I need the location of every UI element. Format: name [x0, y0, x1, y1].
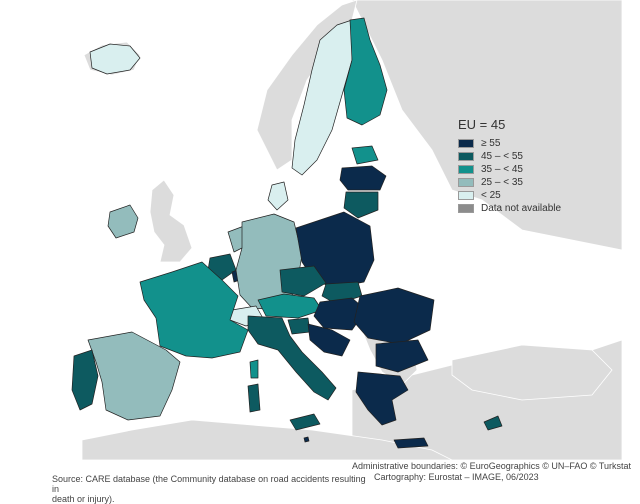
- country-spain: [87, 331, 181, 421]
- legend-swatch: [458, 152, 474, 161]
- country-sardinia: [247, 383, 261, 413]
- legend-label: < 25: [481, 190, 501, 201]
- legend-item-lt-25: < 25: [458, 189, 598, 202]
- legend-swatch: [458, 178, 474, 187]
- country-sweden: [291, 19, 353, 176]
- country-portugal: [71, 349, 99, 411]
- europe-map: [71, 0, 622, 460]
- legend-swatch: [458, 204, 474, 213]
- legend-label: 35 – < 45: [481, 164, 523, 175]
- country-romania: [353, 287, 435, 345]
- country-estonia: [351, 145, 379, 165]
- country-croatia: [307, 323, 351, 357]
- country-latvia: [339, 165, 387, 191]
- legend-item-ge-55: ≥ 55: [458, 137, 598, 150]
- country-ireland: [107, 204, 139, 239]
- country-denmark: [267, 181, 289, 211]
- country-iceland: [89, 43, 141, 75]
- country-sicily: [289, 413, 321, 431]
- landmass-uk: [149, 179, 193, 263]
- legend-item-25-35: 25 – < 35: [458, 176, 598, 189]
- country-slovenia: [287, 317, 311, 335]
- legend-item-35-45: 35 – < 45: [458, 163, 598, 176]
- country-corsica: [249, 359, 259, 379]
- legend-swatch: [458, 165, 474, 174]
- legend-swatch: [458, 191, 474, 200]
- legend-title: EU = 45: [458, 117, 506, 132]
- country-cyprus: [483, 415, 503, 431]
- map-credits: Administrative boundaries: © EuroGeograp…: [352, 461, 632, 483]
- legend-label: 45 – < 55: [481, 151, 523, 162]
- country-hungary: [313, 297, 367, 331]
- country-france: [139, 261, 249, 359]
- legend-swatch: [458, 139, 474, 148]
- country-malta: [303, 436, 310, 443]
- legend: EU = 45 ≥ 55 45 – < 55 35 – < 45 25 – < …: [458, 117, 598, 215]
- country-lithuania: [343, 191, 379, 219]
- landmass-north-africa: [81, 419, 453, 460]
- legend-label: ≥ 55: [481, 138, 501, 149]
- boundaries-credit: Administrative boundaries: © EuroGeograp…: [352, 461, 632, 471]
- landmass-turkey: [451, 344, 613, 401]
- source-note: Source: CARE database (the Community dat…: [52, 474, 372, 504]
- source-line-2: death or injury).: [52, 494, 115, 504]
- legend-label: Data not available: [481, 203, 562, 214]
- country-czechia: [279, 265, 327, 297]
- country-greece: [355, 371, 409, 426]
- cartography-credit: Cartography: Eurostat – IMAGE, 06/2023: [374, 472, 539, 482]
- legend-item-not-available: Data not available: [458, 202, 598, 215]
- country-crete: [393, 437, 429, 449]
- legend-item-45-55: 45 – < 55: [458, 150, 598, 163]
- legend-label: 25 – < 35: [481, 177, 523, 188]
- country-austria: [257, 293, 323, 319]
- source-line-1: Source: CARE database (the Community dat…: [52, 474, 366, 494]
- map-frame: [52, 0, 622, 460]
- country-bulgaria: [375, 339, 429, 373]
- country-italy: [247, 315, 337, 401]
- country-finland: [343, 17, 388, 126]
